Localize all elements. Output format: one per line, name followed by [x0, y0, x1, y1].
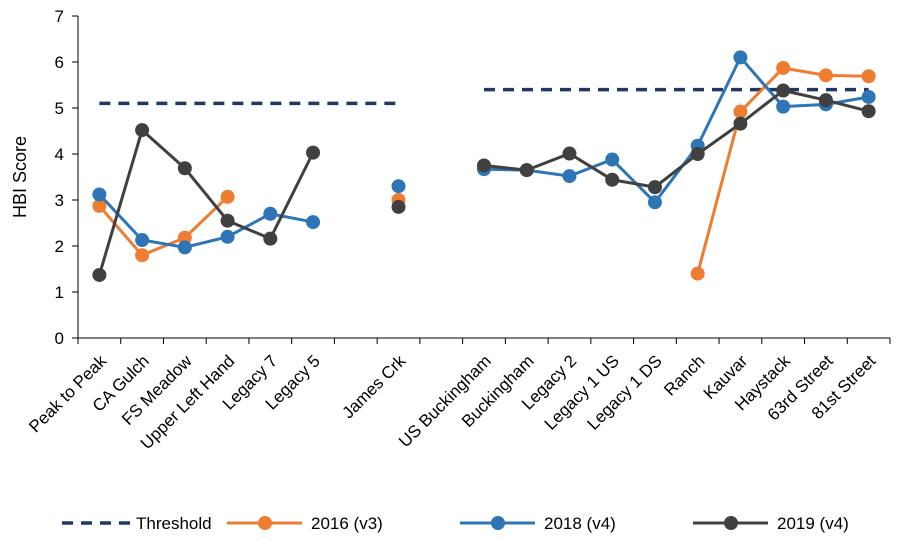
- legend-item-2: 2018 (v4): [460, 514, 616, 533]
- data-point: [818, 93, 833, 108]
- data-point: [733, 116, 748, 131]
- data-point: [177, 161, 192, 176]
- data-point: [135, 123, 150, 138]
- data-point: [733, 104, 748, 119]
- y-tick-label: 6: [55, 53, 64, 72]
- data-point: [733, 50, 748, 65]
- data-point: [776, 99, 791, 114]
- y-tick-label: 1: [55, 283, 64, 302]
- data-point: [391, 179, 406, 194]
- data-point: [263, 231, 278, 246]
- y-tick-label: 0: [55, 329, 64, 348]
- series-line: [98, 195, 229, 257]
- data-point: [519, 163, 534, 178]
- data-point: [220, 229, 235, 244]
- series-0: [92, 60, 876, 281]
- series-1: [92, 50, 876, 255]
- legend-item-1: 2016 (v3): [227, 514, 383, 533]
- y-axis-title: HBI Score: [10, 136, 30, 218]
- data-point: [135, 248, 150, 263]
- legend-label: 2019 (v4): [777, 514, 849, 533]
- y-tick-label: 4: [55, 145, 64, 164]
- data-point: [177, 240, 192, 255]
- data-point: [562, 146, 577, 161]
- data-point: [647, 180, 662, 195]
- y-tick-label: 2: [55, 237, 64, 256]
- data-point: [177, 230, 192, 245]
- data-point: [605, 172, 620, 187]
- legend-label: 2018 (v4): [544, 514, 616, 533]
- data-point: [92, 267, 107, 282]
- data-point: [861, 104, 876, 119]
- data-point: [861, 69, 876, 84]
- legend: Threshold 2016 (v3) 2018 (v4) 2019 (v4): [62, 514, 849, 533]
- y-tick-label: 3: [55, 191, 64, 210]
- y-tick-label: 5: [55, 99, 64, 118]
- series-line: [98, 193, 314, 249]
- data-point: [92, 198, 107, 213]
- data-point: [306, 145, 321, 160]
- data-point: [776, 83, 791, 98]
- legend-marker: [258, 516, 272, 530]
- data-point: [477, 158, 491, 173]
- legend-label: 2016 (v3): [311, 514, 383, 533]
- data-point: [263, 206, 278, 221]
- data-point: [220, 213, 235, 228]
- data-point: [690, 147, 705, 161]
- data-point: [220, 189, 235, 204]
- legend-marker: [724, 516, 738, 530]
- data-point: [92, 187, 107, 202]
- data-point: [861, 89, 876, 104]
- data-point: [562, 169, 577, 184]
- data-point: [135, 233, 150, 248]
- legend-marker: [491, 516, 505, 530]
- series-line: [483, 88, 870, 189]
- data-point: [690, 266, 705, 281]
- data-point: [306, 215, 321, 230]
- legend-label: Threshold: [136, 514, 212, 533]
- data-point: [818, 68, 833, 83]
- data-point: [391, 199, 406, 214]
- y-tick-label: 7: [55, 7, 64, 26]
- series-2: [92, 83, 876, 282]
- series-line: [483, 54, 869, 205]
- legend-item-0: Threshold: [62, 514, 212, 533]
- data-point: [605, 152, 620, 167]
- data-point: [776, 60, 791, 75]
- x-tick-label: James Crk: [338, 351, 409, 422]
- legend-item-3: 2019 (v4): [693, 514, 849, 533]
- series-line: [97, 127, 315, 276]
- data-point: [647, 195, 662, 210]
- series-line: [696, 66, 869, 274]
- x-tick-label: Legacy 1 DS: [584, 351, 666, 433]
